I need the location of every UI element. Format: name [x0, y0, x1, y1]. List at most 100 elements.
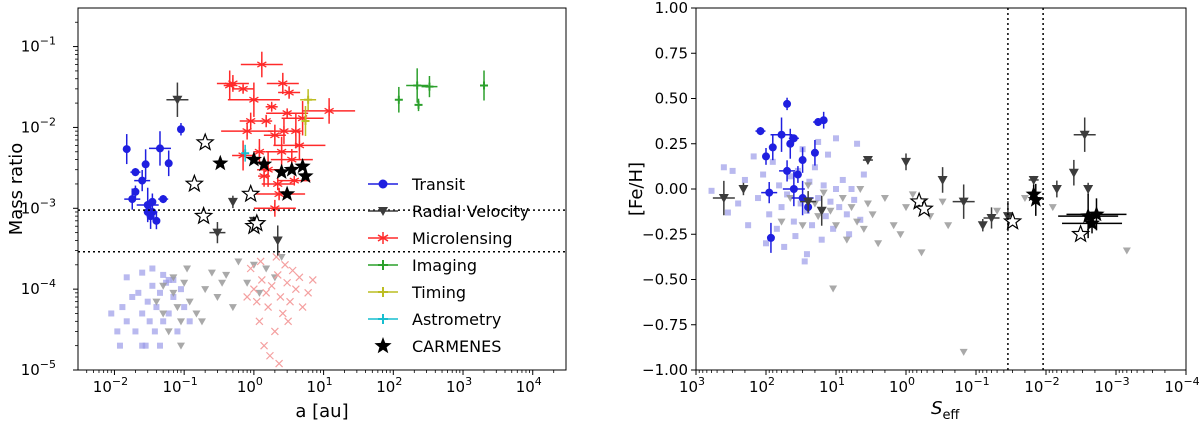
- radial-velocity-point: [212, 228, 223, 238]
- microlensing-faint-point: [243, 293, 252, 301]
- transit-faint-point: [119, 304, 126, 311]
- microlensing-faint-point: [308, 276, 317, 284]
- transit-faint-point: [854, 140, 861, 147]
- transit-faint-point: [766, 211, 773, 218]
- microlensing-faint-point: [281, 260, 289, 269]
- legend-item-imaging: Imaging: [368, 256, 477, 275]
- transit-point: [789, 185, 798, 193]
- transit-faint-point: [114, 328, 121, 335]
- y-tick-label: 1.00: [655, 0, 688, 17]
- transit-point: [810, 148, 819, 157]
- transit-faint-point: [833, 135, 839, 142]
- carmenes-open-point: [909, 191, 929, 210]
- astrometry-point: [241, 149, 250, 158]
- transit-faint-point: [818, 236, 825, 243]
- transit-faint-point: [144, 298, 151, 305]
- radial-velocity-faint-point: [159, 282, 168, 290]
- radial-velocity-faint-point: [169, 274, 178, 282]
- radial-velocity-point: [1068, 168, 1079, 178]
- transit-faint-point: [165, 276, 172, 283]
- mass-ratio-axes-frame: [77, 7, 567, 371]
- transit-point: [128, 195, 137, 204]
- radial-velocity-faint-point: [234, 258, 243, 266]
- radial-velocity-point: [958, 197, 969, 207]
- radial-velocity-faint-point: [847, 204, 856, 212]
- legend-label-timing: Timing: [411, 283, 466, 302]
- radial-velocity-point: [1079, 130, 1090, 140]
- radial-velocity-faint-point: [152, 298, 161, 306]
- radial-velocity-faint-point: [853, 218, 862, 226]
- microlensing-point: [282, 108, 292, 119]
- microlensing-point: [249, 94, 259, 105]
- microlensing-point: [279, 126, 289, 137]
- transit-faint-point: [108, 310, 115, 317]
- transit-faint-point: [755, 195, 762, 202]
- transit-faint-point: [822, 213, 829, 220]
- radial-velocity-faint-point: [832, 222, 840, 230]
- transit-faint-point: [815, 195, 822, 202]
- radial-velocity-faint-point: [798, 222, 807, 230]
- microlensing-faint-point: [260, 341, 268, 350]
- transit-point: [783, 166, 792, 175]
- x-tick-label: 102: [376, 375, 402, 396]
- transit-faint-point: [773, 225, 780, 232]
- transit-faint-point: [760, 171, 767, 178]
- radial-velocity-faint-point: [829, 285, 838, 293]
- microlensing-faint-point: [283, 278, 292, 287]
- legend-item-transit: Transit: [368, 175, 465, 194]
- transit-faint-point: [146, 318, 153, 325]
- microlensing-faint-point: [286, 297, 294, 306]
- radial-velocity-point: [227, 197, 238, 207]
- carmenes-point: [1027, 191, 1044, 207]
- radial-velocity-faint-point: [777, 218, 786, 226]
- transit-point: [798, 156, 807, 165]
- radial-velocity-faint-point: [868, 211, 877, 219]
- radial-velocity-faint-point: [176, 318, 185, 326]
- y-tick-label: 10−4: [21, 277, 56, 298]
- microlensing-faint-point: [252, 297, 261, 306]
- transit-faint-point: [139, 310, 146, 317]
- metallicity-x-axis-label: Seff: [931, 398, 960, 423]
- microlensing-point: [272, 178, 283, 189]
- transit-faint-point: [170, 293, 177, 300]
- timing-point: [301, 117, 310, 126]
- metallicity-panel: 103 102 101 100 10−1 10−2 10−3 10−4 −1.00−0.75−…: [626, 0, 1200, 423]
- radial-velocity-faint-point: [169, 289, 178, 297]
- radial-velocity-faint-point: [819, 189, 828, 197]
- transit-faint-point: [803, 251, 810, 258]
- microlensing-point: [266, 101, 277, 112]
- legend-label-microlensing: Microlensing: [412, 229, 513, 248]
- radial-velocity-faint-point: [218, 279, 227, 287]
- radial-velocity-faint-point: [243, 279, 252, 287]
- microlensing-faint-point: [257, 276, 266, 284]
- imaging-point: [413, 81, 422, 90]
- transit-faint-point: [784, 191, 791, 198]
- legend-item-carmenes: CARMENES: [374, 337, 501, 356]
- microlensing-faint-point: [246, 264, 255, 273]
- microlensing-point: [228, 78, 238, 89]
- carmenes-point: [212, 154, 229, 171]
- transit-faint-point: [139, 342, 146, 349]
- radial-velocity-faint-point: [804, 182, 813, 190]
- transit-faint-point: [763, 240, 769, 247]
- transit-faint-point: [708, 187, 715, 194]
- radial-velocity-faint-point: [192, 310, 201, 318]
- microlensing-point: [256, 59, 267, 70]
- microlensing-faint-point: [295, 273, 304, 282]
- radial-velocity-point: [862, 156, 873, 166]
- x-tick-label: 10−4: [1164, 375, 1199, 396]
- radial-velocity-faint-point: [838, 195, 847, 203]
- microlensing-point: [238, 83, 248, 94]
- radial-velocity-point: [977, 221, 988, 231]
- x-tick-label: 103: [446, 375, 472, 396]
- transit-faint-point: [750, 153, 757, 160]
- microlensing-faint-point: [256, 257, 265, 266]
- transit-faint-point: [129, 293, 136, 300]
- carmenes-point: [1088, 205, 1105, 222]
- radial-velocity-point: [718, 194, 729, 204]
- radial-velocity-faint-point: [213, 293, 222, 301]
- y-tick-label: 0.00: [655, 180, 688, 198]
- microlensing-point: [289, 175, 300, 186]
- carmenes-point: [1080, 207, 1097, 223]
